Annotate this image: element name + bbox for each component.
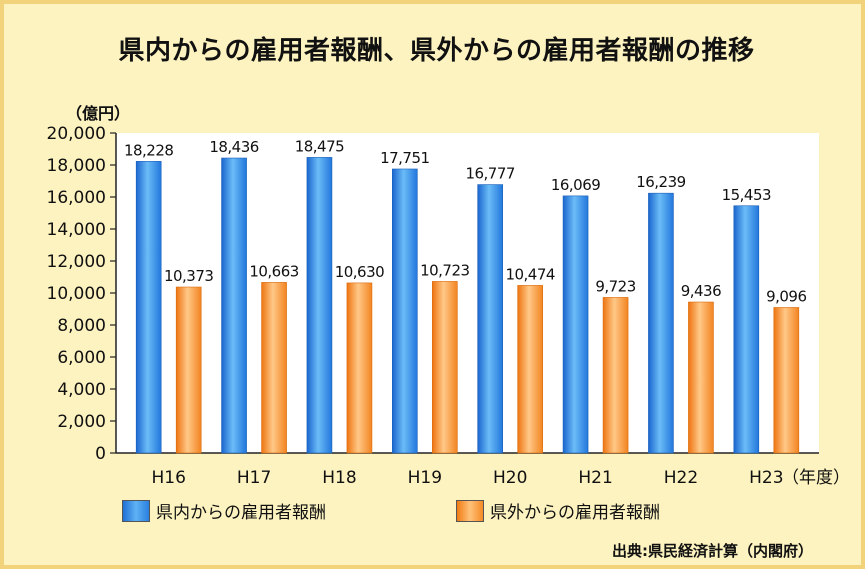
y-tick-label: 6,000 [57,348,106,368]
bar-domestic [648,192,674,454]
legend-item-external: 県外からの雇用者報酬 [456,498,660,523]
x-tick-label: H21 [578,468,612,488]
data-label-external: 10,663 [249,262,299,280]
bar-chart: 0 2,000 4,000 6,000 8,000 10,000 12,000 14,000 1… [47,124,850,488]
bar-external [346,282,373,454]
x-tick-label: H16 [151,468,185,488]
bar-external [773,307,800,454]
data-label-external: 10,723 [420,261,470,279]
bar-domestic [392,168,418,454]
data-label-external: 10,630 [335,263,385,281]
y-tick-label: 12,000 [47,252,106,272]
x-tick-label: H17 [237,468,271,488]
x-tick-label: H20 [493,468,527,488]
x-unit-label: （年度） [782,468,850,488]
legend-item-domestic: 県内からの雇用者報酬 [122,498,326,523]
y-unit-label: （億円） [66,104,131,123]
legend-label-external: 県外からの雇用者報酬 [490,503,660,523]
data-label-domestic: 16,239 [636,173,686,191]
x-tick-label: H18 [322,468,356,488]
y-tick-label: 4,000 [57,380,106,400]
bar-domestic [733,205,760,454]
y-tick-label: 20,000 [47,124,106,144]
bar-external [602,297,629,454]
x-tick-label: H22 [664,468,698,488]
y-tick-label: 18,000 [47,156,106,176]
data-label-domestic: 15,453 [722,186,772,204]
x-tick-label: H23 [749,468,783,488]
y-tick-label: 2,000 [57,412,106,432]
data-label-external: 10,373 [164,267,214,285]
data-label-external: 9,096 [766,287,806,305]
data-label-domestic: 16,069 [551,176,601,194]
bar-domestic [135,161,162,454]
bar-external [517,285,543,454]
data-label-domestic: 18,228 [124,141,174,159]
legend-swatch-blue [122,499,150,522]
legend-swatch-orange [456,499,484,522]
bar-external [175,286,202,454]
data-label-external: 9,723 [595,277,635,295]
data-label-domestic: 17,751 [380,149,430,167]
legend-label-domestic: 県内からの雇用者報酬 [156,503,326,523]
y-tick-label: 0 [95,444,106,464]
bar-external [688,301,714,454]
y-tick-label: 8,000 [57,316,106,336]
bar-domestic [562,195,589,454]
data-label-domestic: 16,777 [465,165,515,183]
bar-domestic [477,184,503,454]
bar-external [261,282,287,454]
y-tick-label: 16,000 [47,188,106,208]
bar-external [432,281,458,454]
data-label-domestic: 18,475 [295,137,345,155]
y-tick-label: 14,000 [47,220,106,240]
bar-domestic [221,157,247,454]
data-label-external: 9,436 [681,282,721,300]
data-label-domestic: 18,436 [209,138,259,156]
x-tick-label: H19 [408,468,442,488]
bar-domestic [306,157,333,454]
source-note: 出典:県民経済計算（内閣府） [612,542,813,560]
data-label-external: 10,474 [505,265,555,283]
chart-title: 県内からの雇用者報酬、県外からの雇用者報酬の推移 [118,36,755,66]
y-tick-label: 10,000 [47,284,106,304]
